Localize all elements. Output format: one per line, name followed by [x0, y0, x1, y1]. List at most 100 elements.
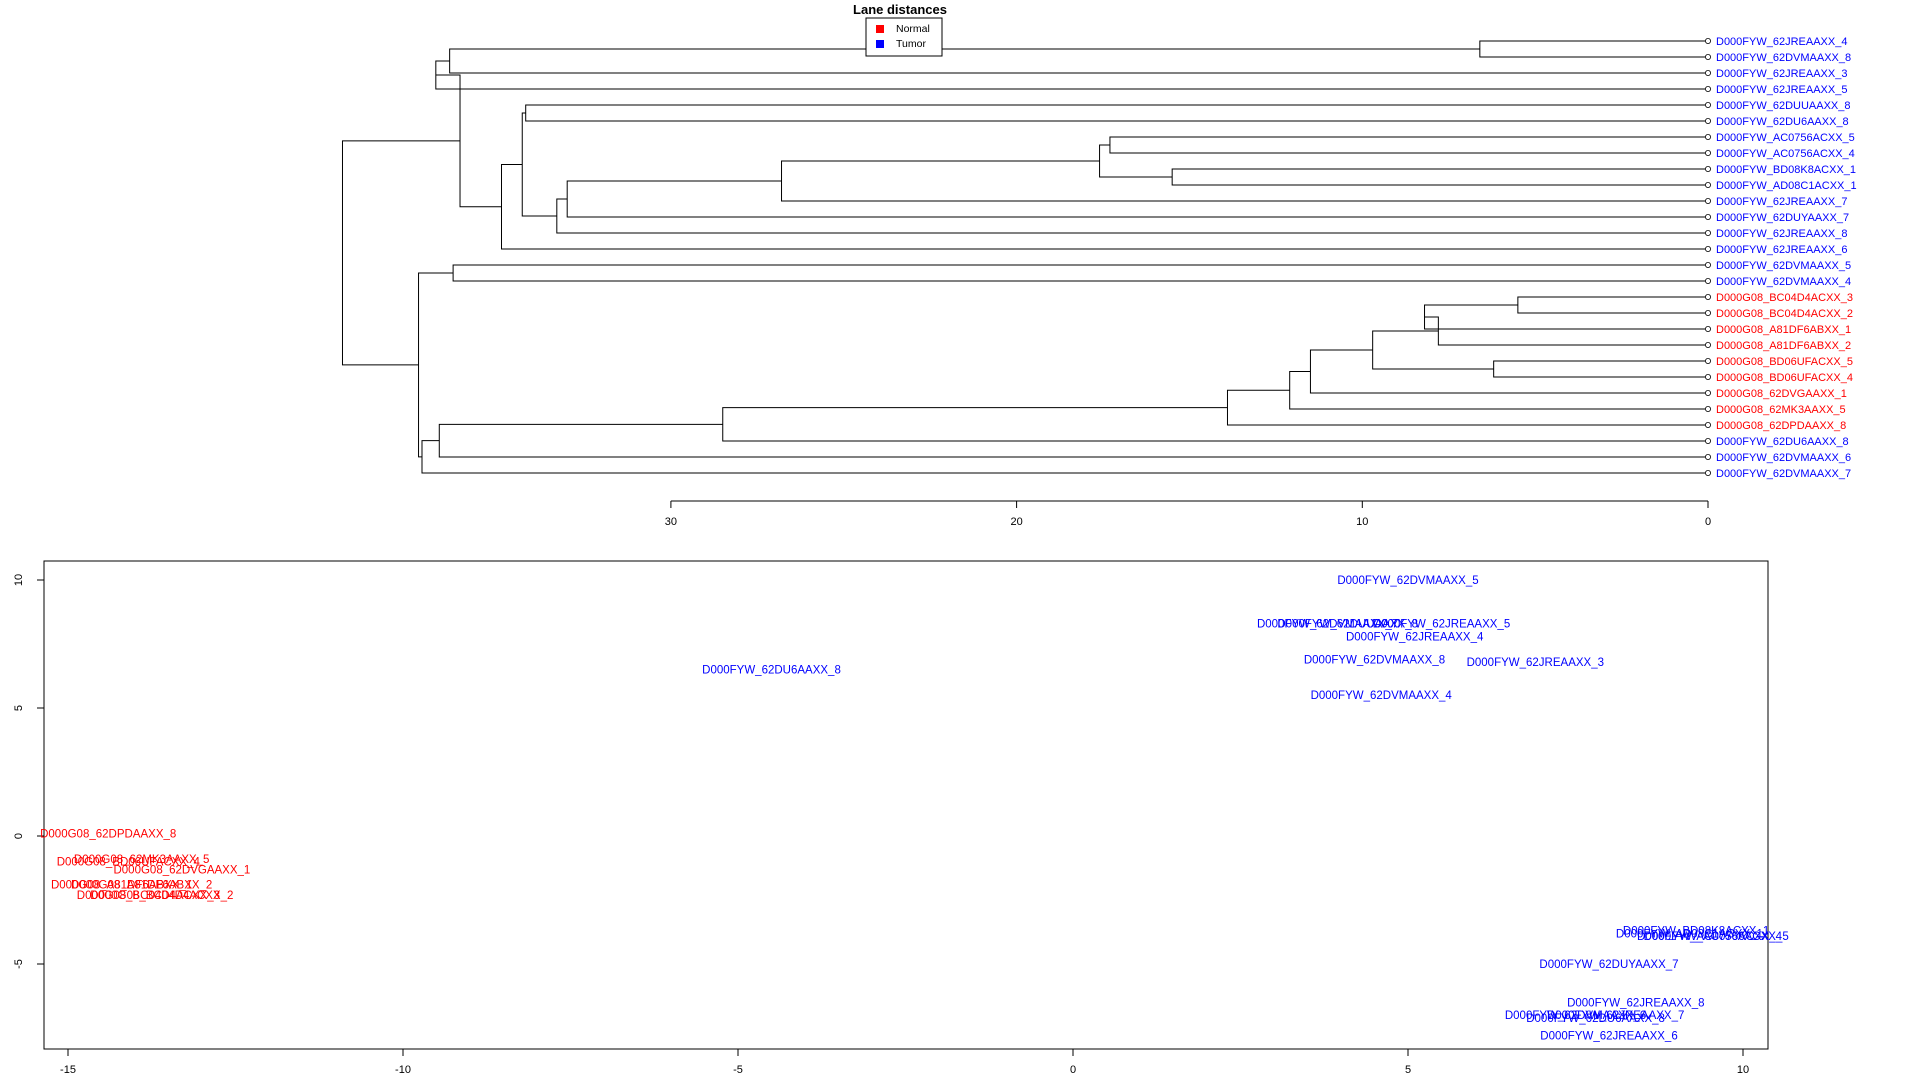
leaf-label: D000G08_A81DF6ABXX_2 [1716, 340, 1851, 352]
scatter-x-tick-label: -5 [733, 1064, 743, 1076]
leaf-marker [1705, 197, 1712, 204]
leaf-label: D000FYW_62JREAAXX_7 [1716, 196, 1847, 208]
dendrogram-branch [1171, 168, 1708, 186]
scatter-point-label: D000FYW_62DU6AAXX_8 [1526, 1013, 1665, 1025]
scatter-point-label: D000FYW_62JREAAXX_3 [1467, 657, 1604, 669]
dendrogram-tick-label: 0 [1705, 516, 1711, 528]
leaf-label: D000G08_62MK3AAXX_5 [1716, 404, 1846, 416]
scatter-point-label: D000G08_62MK3AAXX_5 [74, 854, 210, 866]
leaf-marker [1705, 54, 1712, 61]
leaf-label: D000FYW_62JREAAXX_4 [1716, 36, 1847, 48]
leaf-label: D000FYW_62JREAAXX_8 [1716, 228, 1847, 240]
leaf-marker [1705, 309, 1712, 316]
scatter-point-label: D000FYW_AC0756ACXX_5 [1644, 931, 1789, 943]
dendrogram-branch [1479, 40, 1708, 58]
dendrogram-legend: Normal Tumor [865, 17, 943, 57]
scatter-point-label: D000FYW_62JREAAXX_5 [1373, 619, 1510, 631]
scatter-point-label: D000FYW_BD08K8ACXX_1 [1623, 926, 1769, 938]
scatter-point-label: D000FYW_62DUYAAXX_7 [1539, 959, 1678, 971]
scatter-point-label: D000FYW_62DVMAAXX_8 [1304, 654, 1445, 666]
leaf-marker [1705, 325, 1712, 332]
leaf-label: D000FYW_62DVMAAXX_5 [1716, 260, 1851, 272]
scatter-x-tick-label: 0 [1070, 1064, 1076, 1076]
leaf-marker [1705, 389, 1712, 396]
leaf-marker [1705, 421, 1712, 428]
legend-label-tumor: Tumor [896, 38, 926, 50]
leaf-marker [1705, 277, 1712, 284]
leaf-label: D000FYW_62JREAAXX_6 [1716, 244, 1847, 256]
leaf-label: D000FYW_62JREAAXX_5 [1716, 84, 1847, 96]
scatter-point-label: D000FYW_AC0756ACXX_4 [1637, 931, 1783, 943]
leaf-marker [1705, 405, 1712, 412]
leaf-marker [1705, 469, 1712, 476]
scatter-x-tick-label: -10 [395, 1064, 411, 1076]
scatter-point-label: D000G08_62DVGAAXX_1 [113, 864, 250, 876]
leaf-marker [1705, 133, 1712, 140]
scatter-point-label: D000FYW_62DU6AAXX_8 [702, 665, 841, 677]
scatter-point-label: D000FYW_62JREAAXX_4 [1346, 631, 1484, 643]
dendrogram-panel: D000FYW_62JREAAXX_4 D000FYW_62DVMAAXX_8 D0… [341, 2, 1857, 528]
leaf-label: D000FYW_62DUYAAXX_7 [1716, 212, 1849, 224]
scatter-point-label: D000FYW_62JREAAXX_6 [1540, 1031, 1677, 1043]
leaf-marker [1705, 437, 1712, 444]
scatter-point-label: D000FYW_62JREAAXX_7 [1547, 1010, 1684, 1022]
leaf-marker [1705, 181, 1712, 188]
leaf-label: D000G08_62DVGAAXX_1 [1716, 388, 1847, 400]
leaf-marker [1705, 165, 1712, 172]
leaf-label: D000FYW_62DU6AAXX_8 [1716, 436, 1849, 448]
leaf-label: D000FYW_BD08K8ACXX_1 [1716, 164, 1856, 176]
dendrogram-branch [1226, 389, 1708, 426]
scatter-point-label: D000G08_A81DF6ABXX_2 [71, 880, 212, 892]
scatter-y-tick-label: -5 [13, 959, 25, 969]
scatter-point-label: D000FYW_AD08C1ACXX_1 [1616, 928, 1763, 940]
scatter-point-label: D000FYW_62DVMAAXX_5 [1337, 575, 1478, 587]
scatter-y-tick-label: 10 [13, 574, 25, 586]
legend-label-normal: Normal [896, 23, 930, 35]
leaf-marker [1705, 341, 1712, 348]
dendrogram-branches [341, 40, 1708, 474]
leaf-label: D000G08_BD06UFACXX_5 [1716, 356, 1853, 368]
scatter-point-label: D000FYW_62DVMAAXX_7 [1257, 619, 1398, 631]
leaf-label: D000FYW_62DVMAAXX_4 [1716, 276, 1851, 288]
scatter-x-tick-label: -15 [60, 1064, 76, 1076]
leaf-label: D000FYW_62DUUAAXX_8 [1716, 100, 1851, 112]
leaf-marker [1705, 38, 1712, 45]
scatter-point-label: D000FYW_62DUUAAXX_8 [1277, 619, 1418, 631]
dendrogram-branch [1109, 136, 1708, 154]
legend-box [865, 17, 943, 57]
leaf-marker [1705, 293, 1712, 300]
leaf-label: D000G08_BC04D4ACXX_2 [1716, 308, 1853, 320]
leaf-marker [1705, 357, 1712, 364]
dendrogram-tick-label: 10 [1356, 516, 1368, 528]
scatter-point-label: D000G08_62DPDAAXX_8 [40, 828, 176, 840]
leaf-marker [1705, 229, 1712, 236]
leaf-label: D000FYW_62DVMAAXX_6 [1716, 452, 1851, 464]
dendrogram-leaves: D000FYW_62JREAAXX_4 D000FYW_62DVMAAXX_8 D0… [1705, 36, 1857, 480]
scatter-x-tick-label: 5 [1405, 1064, 1411, 1076]
dendrogram-branch [341, 140, 461, 366]
leaf-marker [1705, 245, 1712, 252]
scatter-point-label: D000FYW_62DVMAAXX_4 [1311, 690, 1453, 702]
leaf-label: D000G08_BC04D4ACXX_3 [1716, 292, 1853, 304]
leaf-marker [1705, 149, 1712, 156]
legend-swatch-tumor [876, 40, 884, 48]
scatter-point-label: D000G08_BC04D4ACXX_3 [77, 890, 220, 902]
leaf-label: D000FYW_AC0756ACXX_5 [1716, 132, 1855, 144]
leaf-label: D000FYW_AD08C1ACXX_1 [1716, 180, 1857, 192]
dendrogram-tick-label: 20 [1010, 516, 1022, 528]
scatter-panel: -15 -10 -5 0 5 10 -5 0 5 10 D000FYW_62DVMAAXX_5 D0… [13, 560, 1789, 1076]
leaf-marker [1705, 102, 1712, 109]
scatter-points: D000FYW_62DVMAAXX_5D000FYW_62JREAAXX_5D0… [40, 575, 1789, 1043]
leaf-marker [1705, 118, 1712, 125]
leaf-label: D000FYW_62DU6AAXX_8 [1716, 116, 1849, 128]
scatter-plot-box [43, 560, 1769, 1050]
scatter-point-label: D000G08_A81DF6ABXX_1 [51, 880, 192, 892]
leaf-marker [1705, 70, 1712, 77]
leaf-label: D000FYW_AC0756ACXX_4 [1716, 148, 1855, 160]
scatter-axes: -15 -10 -5 0 5 10 -5 0 5 10 [13, 574, 1749, 1076]
scatter-point-label: D000G08_BC04D4ACXX_2 [90, 890, 233, 902]
leaf-marker [1705, 373, 1712, 380]
legend-swatch-normal [876, 25, 884, 33]
